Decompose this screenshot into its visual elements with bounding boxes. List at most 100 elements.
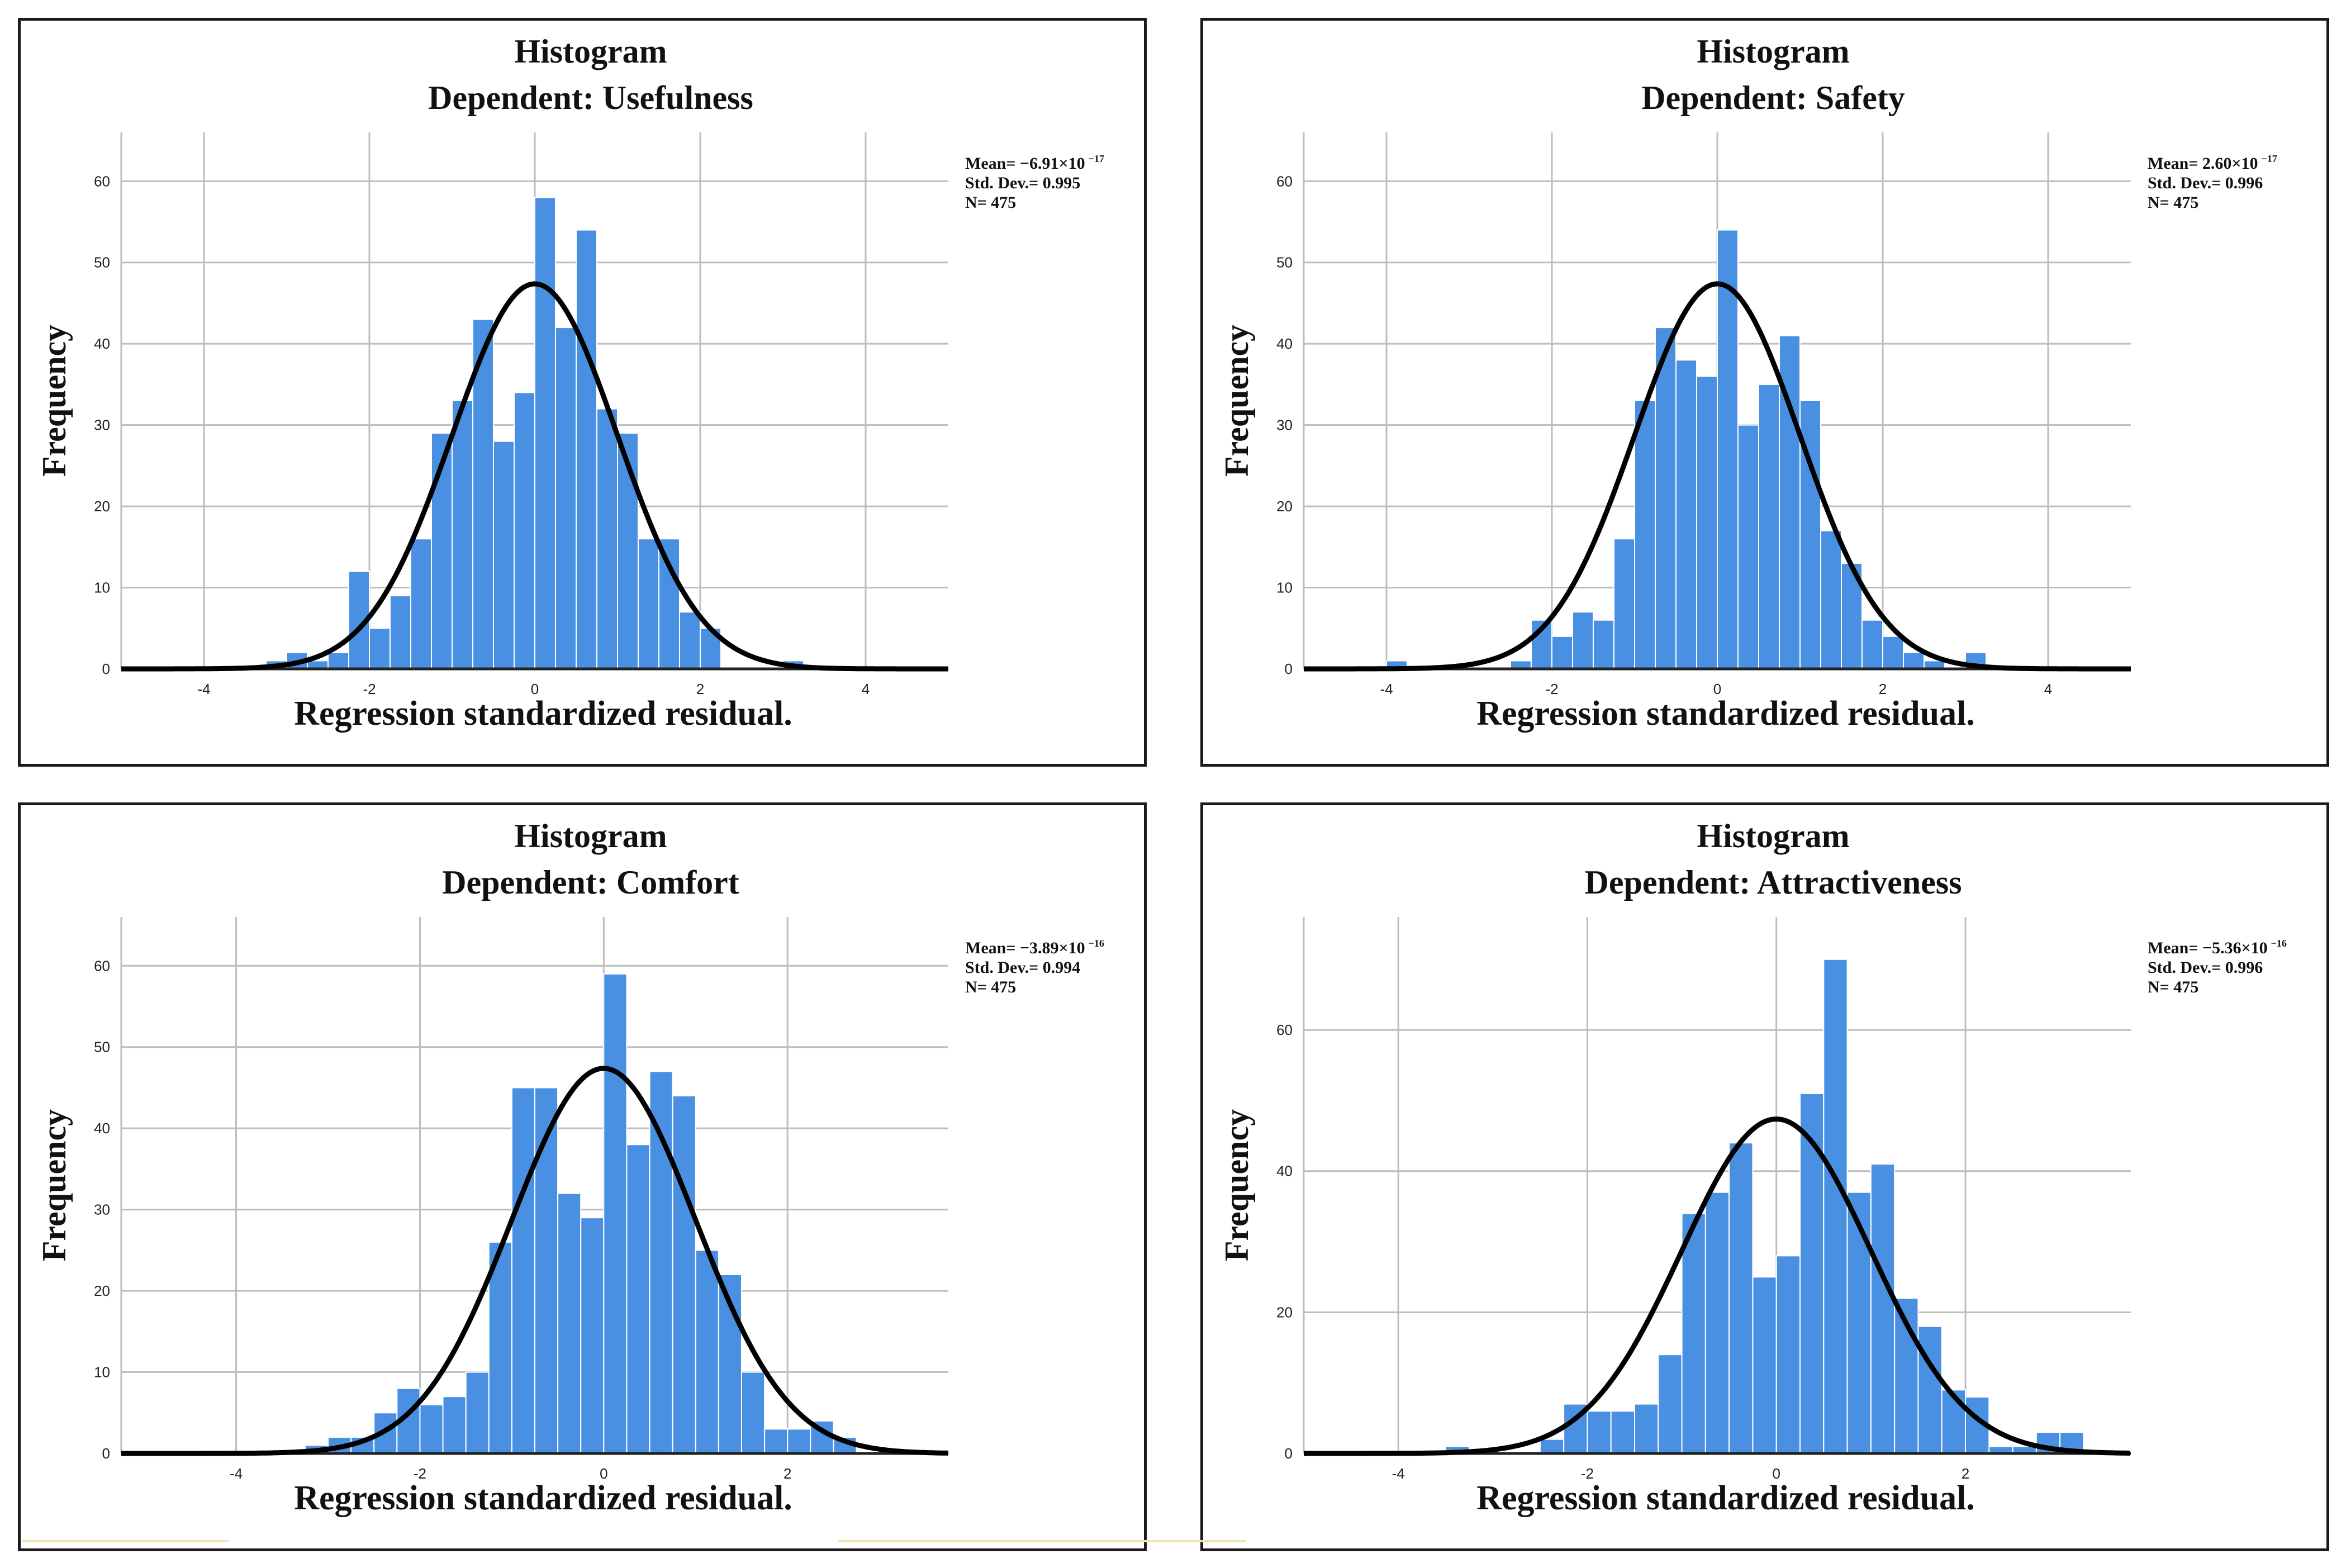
histogram-bar (626, 1144, 650, 1454)
stats-mean-exponent: −16 (2271, 938, 2287, 949)
normal-curve (121, 1066, 949, 1456)
histogram-bar (1870, 1163, 1896, 1454)
x-tick-label: -4 (197, 681, 210, 697)
chart-title: Histogram (1697, 33, 1849, 70)
chart-title: Histogram (514, 818, 667, 854)
stats-mean-value: Mean= −5.36×10 (2148, 939, 2268, 957)
histogram-bar (410, 538, 432, 669)
chart-subtitle: Dependent: Comfort (442, 864, 739, 901)
histogram-panel-comfort: Histogram Dependent: Comfort -4 -2 0 2 0 10 20 30… (18, 802, 1147, 1551)
stats-n: N= 475 (2148, 978, 2198, 996)
stats-mean: Mean= −6.91×10 −17 (965, 153, 1104, 173)
histogram-bar (472, 319, 494, 669)
y-tick-label: 50 (1276, 254, 1293, 271)
histogram-bar (1882, 635, 1904, 670)
x-tick-label: -2 (414, 1465, 426, 1482)
x-tick-label: 2 (1962, 1465, 1969, 1482)
histogram-bar (1820, 530, 1842, 670)
histogram-bar (1610, 1410, 1636, 1455)
histogram-bar (1658, 1354, 1683, 1454)
histogram-bar (419, 1404, 444, 1455)
x-tick-label: -4 (1392, 1465, 1405, 1482)
x-tick-label: -4 (230, 1465, 243, 1482)
y-tick-label: 60 (1276, 1021, 1293, 1038)
histogram-bar (649, 1071, 673, 1454)
histogram-bar (1696, 376, 1718, 669)
y-tick-label: 0 (1285, 1445, 1293, 1462)
histogram-bar (390, 595, 411, 670)
x-tick-label: -2 (1545, 681, 1558, 697)
histogram-bar (327, 652, 349, 669)
stats-mean: Mean= −5.36×10 −16 (2148, 938, 2287, 957)
y-tick-label: 20 (94, 498, 110, 515)
histogram-bar (1846, 1191, 1872, 1454)
y-tick-label: 50 (94, 254, 110, 271)
x-tick-label: 4 (2044, 681, 2052, 697)
x-tick-label: 2 (783, 1465, 791, 1482)
histogram-panel-safety: Histogram Dependent: Safety -4 -2 0 2 4 0 10 20 30… (1200, 18, 2329, 767)
chart-subtitle: Dependent: Attractiveness (1585, 864, 1962, 901)
histogram-bar (1634, 1403, 1659, 1455)
histogram-bar (1717, 229, 1739, 669)
normal-curve (1304, 1116, 2130, 1456)
x-tick-label: -2 (363, 681, 376, 697)
histogram-bar (1593, 619, 1614, 670)
y-tick-label: 40 (1276, 335, 1293, 352)
histogram-bar (787, 1428, 811, 1455)
histogram-bar (1917, 1325, 1943, 1455)
histogram-panel-usefulness: Histogram Dependent: Usefulness -4 -2 0 2 4 0 10… (18, 18, 1147, 767)
y-axis-label: Frequency (1218, 325, 1255, 477)
stats-mean-value: Mean= −6.91×10 (965, 154, 1085, 173)
y-axis-label: Frequency (1218, 1109, 1255, 1261)
histogram-bar (1799, 1092, 1825, 1454)
histogram-bar (1539, 1438, 1565, 1454)
x-axis-label: Regression standardized residual. (1476, 1479, 1975, 1517)
histogram-bar (1551, 635, 1573, 670)
stats-mean-exponent: −17 (2262, 153, 2277, 164)
y-tick-label: 30 (94, 417, 110, 434)
histogram-bar (1634, 400, 1656, 669)
stats-std-dev: Std. Dev.= 0.995 (965, 174, 1080, 192)
y-tick-label: 40 (94, 335, 110, 352)
histogram-bar (679, 611, 701, 669)
histogram-bar (1613, 538, 1635, 669)
y-tick-label: 20 (94, 1282, 110, 1299)
stats-mean: Mean= 2.60×10 −17 (2148, 153, 2277, 173)
histogram-bar (369, 628, 391, 669)
histogram-bar (1775, 1255, 1801, 1454)
histogram-bar (1572, 611, 1594, 669)
y-tick-label: 0 (1285, 661, 1293, 677)
y-axis-label: Frequency (36, 325, 73, 477)
stats-std-dev: Std. Dev.= 0.994 (965, 958, 1080, 977)
y-axis-label: Frequency (36, 1109, 73, 1261)
histogram-bar (1823, 958, 1848, 1454)
chart-title: Histogram (514, 33, 667, 70)
stats-mean: Mean= −3.89×10 −16 (965, 938, 1104, 957)
x-tick-label: 4 (862, 681, 870, 697)
histogram-bar (658, 538, 680, 669)
y-tick-label: 30 (94, 1201, 110, 1218)
histogram-bar (695, 1249, 719, 1454)
x-tick-label: 2 (1879, 681, 1887, 697)
y-tick-label: 10 (94, 579, 110, 596)
x-axis-label: Regression standardized residual. (294, 695, 792, 733)
divider-line-left (22, 1540, 229, 1542)
histogram-bar (514, 392, 535, 669)
y-tick-label: 30 (1276, 417, 1293, 434)
histogram-bar (493, 440, 515, 670)
histogram-bar (764, 1428, 789, 1455)
stats-mean-exponent: −16 (1089, 938, 1104, 949)
y-tick-label: 20 (1276, 1304, 1293, 1320)
histogram-bar (1704, 1191, 1730, 1454)
histogram-bar (442, 1396, 467, 1454)
y-tick-label: 60 (94, 173, 110, 189)
histogram-bar (741, 1371, 766, 1455)
stats-n: N= 475 (2148, 193, 2198, 212)
x-tick-label: 0 (531, 681, 539, 697)
histogram-bar (1655, 327, 1677, 669)
histogram-bar (672, 1095, 696, 1454)
y-tick-label: 60 (1276, 173, 1293, 189)
histogram-bar (603, 973, 628, 1454)
